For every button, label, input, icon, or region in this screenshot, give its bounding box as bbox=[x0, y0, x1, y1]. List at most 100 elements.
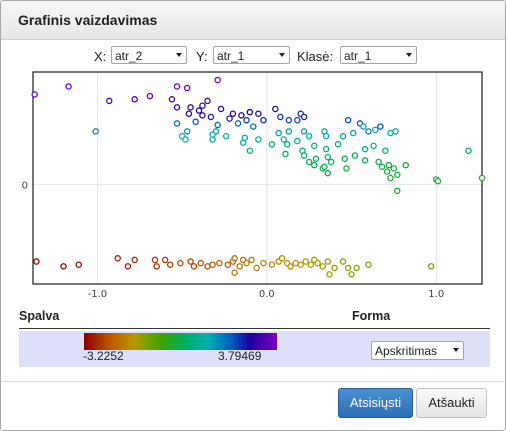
footer-divider bbox=[1, 381, 505, 382]
data-point bbox=[372, 126, 379, 134]
data-point bbox=[177, 259, 184, 267]
data-point bbox=[124, 263, 132, 270]
data-point bbox=[214, 121, 221, 129]
data-point bbox=[314, 259, 321, 267]
data-point bbox=[238, 112, 245, 119]
data-point bbox=[105, 97, 113, 105]
data-point bbox=[214, 76, 221, 84]
data-point bbox=[187, 258, 194, 265]
data-point bbox=[260, 259, 267, 267]
data-point bbox=[387, 174, 394, 182]
data-point bbox=[268, 141, 276, 148]
data-point bbox=[294, 116, 301, 124]
data-point bbox=[326, 271, 333, 278]
shape-select[interactable]: Apskritimas bbox=[371, 341, 464, 360]
data-point bbox=[302, 258, 310, 265]
plot-frame bbox=[32, 71, 483, 285]
data-point bbox=[187, 104, 194, 111]
data-point bbox=[216, 259, 223, 267]
data-point bbox=[348, 271, 355, 278]
data-point bbox=[255, 110, 262, 118]
data-point bbox=[324, 258, 332, 265]
cancel-button[interactable]: Atšaukti bbox=[416, 388, 487, 418]
data-point bbox=[239, 139, 247, 146]
data-point bbox=[243, 116, 250, 124]
class-select[interactable]: atr_1 bbox=[340, 46, 417, 64]
data-point bbox=[192, 118, 199, 126]
data-point bbox=[114, 255, 121, 262]
chevron-down-icon bbox=[453, 348, 459, 352]
data-point bbox=[324, 169, 332, 177]
y-tick-label: 0 bbox=[22, 180, 28, 191]
data-point bbox=[260, 116, 267, 124]
data-point bbox=[341, 155, 349, 162]
y-axis-label: Y: bbox=[196, 49, 208, 64]
data-point bbox=[131, 256, 138, 264]
class-label: Klasė: bbox=[297, 49, 334, 64]
data-point bbox=[199, 112, 206, 119]
chevron-down-icon bbox=[406, 53, 412, 57]
data-point bbox=[283, 141, 291, 148]
data-point bbox=[394, 187, 401, 195]
data-point bbox=[92, 128, 99, 135]
data-point bbox=[272, 105, 279, 113]
dialog-titlebar[interactable]: Grafinis vaizdavimas bbox=[1, 1, 505, 40]
download-button[interactable]: Atsisiųsti bbox=[338, 388, 413, 418]
data-point bbox=[339, 132, 347, 140]
data-point bbox=[392, 128, 399, 135]
chevron-down-icon bbox=[279, 53, 285, 57]
data-point bbox=[168, 96, 176, 103]
data-point bbox=[33, 258, 40, 265]
data-point bbox=[344, 116, 352, 124]
data-point bbox=[183, 128, 191, 135]
data-point bbox=[294, 137, 301, 145]
axis-selector-row: X: atr_2 Y: atr_1 Klasė: atr_1 bbox=[1, 45, 505, 67]
x-tick-label: 1.0 bbox=[428, 289, 444, 300]
data-point bbox=[166, 261, 174, 268]
data-point bbox=[278, 255, 286, 262]
data-point bbox=[217, 105, 225, 113]
x-tick-label: 0.0 bbox=[259, 289, 275, 300]
data-point bbox=[131, 96, 138, 103]
data-point bbox=[383, 168, 391, 175]
data-point bbox=[285, 116, 293, 124]
y-axis-select[interactable]: atr_1 bbox=[213, 46, 290, 64]
data-point bbox=[382, 147, 389, 154]
data-point bbox=[75, 261, 82, 268]
data-point bbox=[351, 152, 359, 159]
x-axis-select[interactable]: atr_2 bbox=[111, 46, 187, 64]
x-axis-label: X: bbox=[94, 49, 107, 64]
data-point bbox=[297, 261, 304, 268]
class-select-value: atr_1 bbox=[344, 49, 372, 63]
data-point bbox=[343, 165, 350, 172]
data-point bbox=[243, 259, 250, 267]
data-point bbox=[246, 147, 254, 154]
data-point bbox=[339, 258, 347, 265]
chevron-down-icon bbox=[176, 53, 182, 57]
y-axis-select-value: atr_1 bbox=[217, 49, 245, 63]
data-point bbox=[478, 174, 486, 182]
data-point bbox=[305, 132, 313, 140]
data-point bbox=[365, 261, 372, 268]
data-point bbox=[277, 113, 284, 121]
data-point bbox=[183, 84, 191, 92]
data-point bbox=[60, 263, 67, 270]
data-point bbox=[234, 120, 242, 127]
data-point bbox=[204, 263, 211, 270]
data-point bbox=[390, 165, 398, 172]
data-point bbox=[344, 264, 352, 272]
data-point bbox=[31, 91, 38, 98]
data-point bbox=[224, 261, 232, 268]
data-point bbox=[375, 158, 382, 166]
data-point bbox=[334, 141, 342, 148]
data-point bbox=[182, 136, 189, 143]
shape-select-value: Apskritimas bbox=[375, 344, 438, 358]
data-point bbox=[209, 131, 216, 138]
data-point bbox=[311, 142, 318, 150]
data-point bbox=[190, 263, 198, 270]
data-point bbox=[65, 83, 72, 90]
data-point bbox=[268, 261, 276, 268]
data-point bbox=[312, 155, 320, 162]
data-point bbox=[321, 163, 328, 171]
